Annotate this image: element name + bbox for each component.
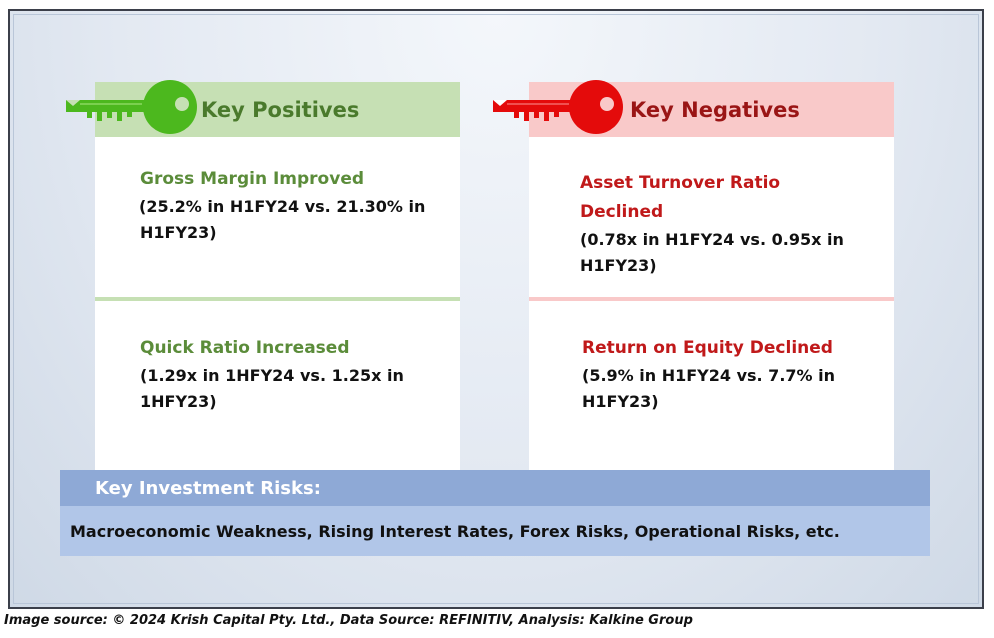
positive-item-2: Quick Ratio Increased (1.29x in 1HFY24 v… [140,334,455,415]
positive-item-1-detail-line1: (25.2% in H1FY24 vs. 21.30% in [139,197,426,216]
positive-item-2-title: Quick Ratio Increased [140,338,350,358]
risks-body-text: Macroeconomic Weakness, Rising Interest … [70,521,840,541]
negatives-divider [529,297,894,301]
risks-header: Key Investment Risks: [60,470,930,506]
negative-item-1-title-line2: Declined [580,202,664,222]
negative-item-1: Asset Turnover Ratio Declined (0.78x in … [580,169,890,279]
positive-item-2-detail-line2: 1HFY23) [140,392,217,411]
negative-item-1-detail-line2: H1FY23) [580,256,657,275]
red-key-icon [493,80,623,134]
negatives-card-top [529,137,894,298]
risks-body: Macroeconomic Weakness, Rising Interest … [60,506,930,556]
negative-item-2-title: Return on Equity Declined [582,338,833,358]
negative-item-1-title-line1: Asset Turnover Ratio [580,173,781,193]
negative-item-2-detail-line2: H1FY23) [582,392,659,411]
green-key-icon [66,80,197,134]
positives-card-top [95,137,460,298]
positives-card-bottom [95,301,460,471]
negative-item-2-detail-line1: (5.9% in H1FY24 vs. 7.7% in [582,366,835,385]
frame-inner-border [13,14,979,604]
positive-item-1: Gross Margin Improved (25.2% in H1FY24 v… [139,165,455,246]
positives-divider [95,297,460,301]
negative-item-1-detail-line1: (0.78x in H1FY24 vs. 0.95x in [580,230,844,249]
negative-item-2: Return on Equity Declined (5.9% in H1FY2… [582,334,890,415]
negatives-card-bottom [529,301,894,471]
image-source-footer: Image source: © 2024 Krish Capital Pty. … [4,613,693,628]
risks-header-title: Key Investment Risks: [95,477,321,499]
positive-item-2-detail-line1: (1.29x in 1HFY24 vs. 1.25x in [140,366,404,385]
positive-item-1-detail-line2: H1FY23) [140,223,217,242]
negatives-header-title: Key Negatives [630,97,800,122]
positives-header-title: Key Positives [201,97,360,122]
positive-item-1-title: Gross Margin Improved [140,169,365,189]
